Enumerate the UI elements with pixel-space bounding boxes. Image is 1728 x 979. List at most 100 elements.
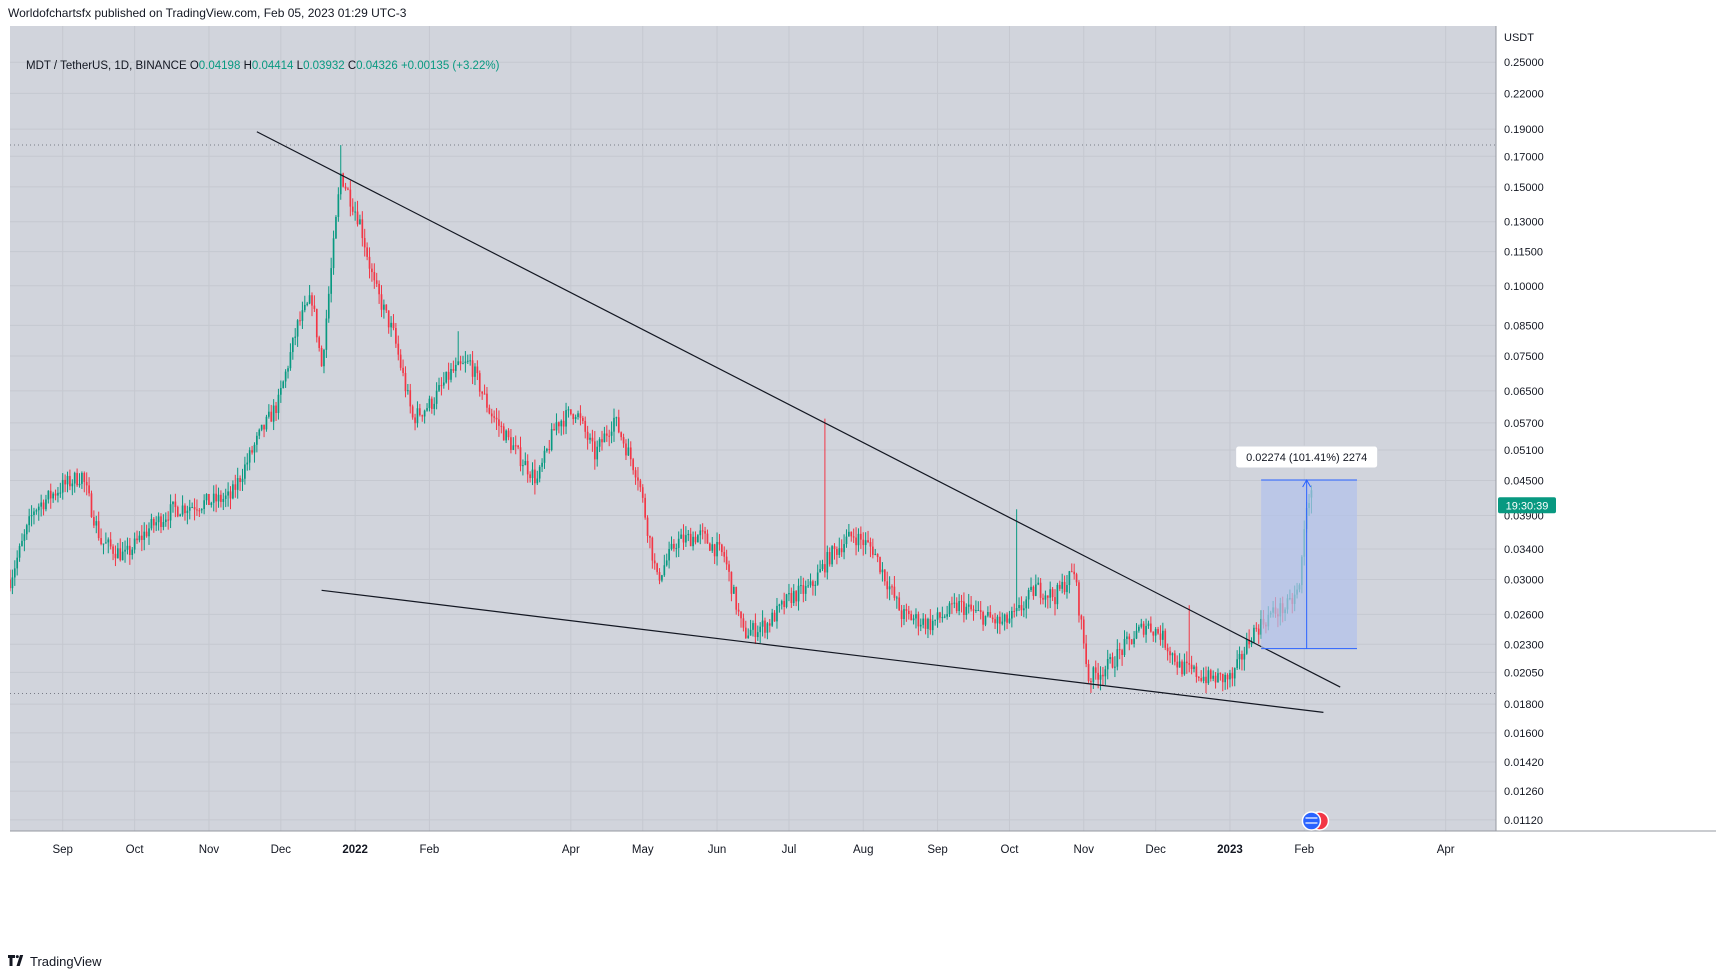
tradingview-brand[interactable]: TradingView [8,954,102,969]
candle-body [975,610,977,612]
candle-body [790,593,793,604]
candle-body [471,360,474,377]
candle-body [172,501,174,505]
candle-body [1241,653,1243,660]
candle-body [366,247,368,257]
candle-body [1142,623,1145,635]
candle-body [1224,674,1227,683]
candle-body [1212,675,1215,679]
candle-body [1056,584,1059,605]
candle-body [963,601,965,615]
candle-body [531,469,534,479]
candle-body [984,615,987,625]
candle-body [934,619,936,621]
chart-canvas[interactable]: 0.02274 (101.41%) 2274 0.25000 0.22000 0.1… [10,26,1716,944]
chart-area[interactable]: 0.02274 (101.41%) 2274 0.25000 0.22000 0.1… [10,26,1716,944]
candle-body [227,491,229,496]
candle-body [483,393,486,395]
price-tick-label: 0.06500 [1504,386,1544,398]
candle-body [121,551,124,561]
candle-body [258,429,261,436]
candle-body [1197,676,1200,679]
candle-body [66,475,69,485]
price-tick-label: 0.19000 [1504,124,1544,136]
candle-body [1135,630,1138,639]
candle-body [1094,667,1097,673]
candle-body [351,206,354,212]
trendline-lower[interactable] [321,589,1324,713]
candle-body [1226,674,1229,680]
candle-body [248,450,251,463]
economic-event-flag-icon[interactable] [1301,811,1330,831]
candle-body [459,361,462,364]
candle-body [548,448,551,450]
candle-body [541,462,543,467]
candle-body [318,337,321,348]
candle-body [1099,674,1102,680]
candle-body [1020,605,1023,611]
candle-body [723,552,726,557]
candle-body [809,581,812,586]
candle-body [977,610,980,612]
legend-change: +0.00135 (+3.22%) [400,60,500,72]
candle-body [198,510,201,512]
price-tick-label: 0.22000 [1504,88,1544,100]
candle-body [1154,629,1157,636]
candle-body [601,439,603,443]
candle-body [390,322,392,328]
price-tick-label: 0.01420 [1504,757,1544,769]
legend-open-label: O [189,60,199,72]
price-range-measure[interactable]: 0.02274 (101.41%) 2274 [1235,445,1379,650]
candle-body [874,553,877,555]
candle-body [929,618,932,631]
candle-body [550,428,553,450]
candle-body [450,368,452,380]
candle-body [30,514,33,517]
candle-body [855,537,857,546]
candle-body [397,343,400,355]
candle-body [241,478,244,483]
candle-body [181,505,184,515]
time-axis[interactable]: Sep Oct Nov Dec 2022 Feb Apr May Jun Jul Aug Sep Oct… [10,830,1716,944]
candle-body [730,571,733,594]
candle-body [371,268,373,273]
candle-body [363,238,366,248]
candle-body [368,256,371,269]
candle-body [917,614,920,627]
candle-body [244,464,246,479]
candle-body [694,536,697,543]
candle-body [644,497,646,518]
time-tick-label: Oct [126,844,145,856]
candle-body [641,487,644,498]
candle-body [416,408,419,424]
price-axis[interactable]: 0.25000 0.22000 0.19000 0.17000 0.15000 0.130… [1495,26,1716,831]
candle-body [1188,663,1191,665]
candle-body [419,408,421,416]
candle-body [780,601,783,605]
candle-body [833,546,836,550]
candle-body [215,493,217,502]
trendline-upper[interactable] [256,131,1341,688]
candle-body [478,373,481,392]
candle-body [73,472,76,484]
candle-body [18,546,21,558]
candle-body [740,611,742,619]
measure-box[interactable] [1261,480,1357,649]
candle-body [898,597,901,611]
candle-body [1015,608,1018,612]
candle-body [469,360,472,362]
candle-body [306,303,309,305]
candle-body [613,417,615,432]
candle-body [555,422,558,431]
candle-body [229,491,232,499]
trendlines[interactable] [256,131,1341,713]
candle-body [200,508,203,511]
candle-body [883,569,886,582]
candle-body [1257,628,1260,635]
candle-body [1080,615,1083,620]
candle-body [428,398,431,409]
candle-body [689,533,692,547]
candle-body [162,522,165,528]
candle-body [895,597,898,599]
candle-body [1123,638,1126,655]
